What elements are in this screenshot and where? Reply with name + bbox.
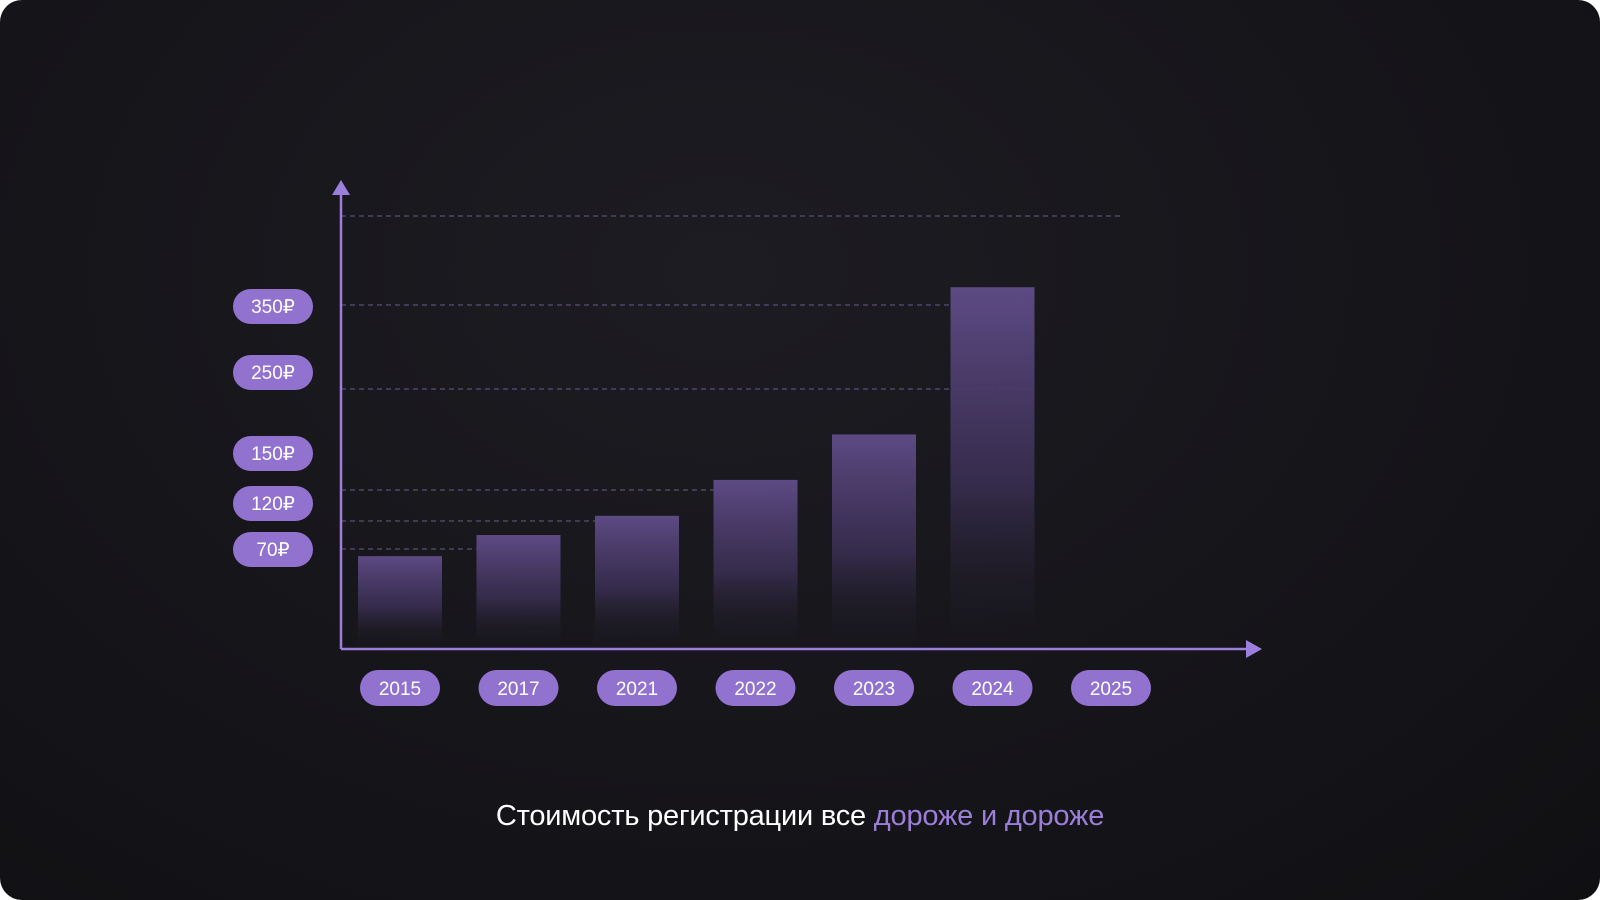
x-tick-pill: 2025: [1071, 670, 1151, 706]
y-tick-label: 350₽: [251, 297, 295, 318]
caption-accent-text: дороже и дороже: [873, 800, 1105, 832]
y-tick-label: 70₽: [256, 540, 289, 561]
bars: [358, 287, 1035, 649]
y-tick-labels: 70₽ 120₽ 150₽ 250₽ 350₽: [233, 289, 313, 567]
caption-text: Стоимость регистрации все: [495, 800, 874, 832]
x-tick-pill: 2023: [834, 670, 914, 706]
bar-2024: [950, 287, 1035, 649]
bar-2015: [358, 556, 442, 649]
x-tick-label: 2025: [1090, 679, 1132, 700]
y-tick-pill: 250₽: [233, 355, 313, 390]
y-tick-pill: 120₽: [233, 486, 313, 521]
x-tick-label: 2017: [497, 679, 539, 700]
x-tick-labels: 2015 2017 2021 2022 2023 2024 2025: [360, 670, 1151, 706]
y-tick-label: 120₽: [251, 494, 295, 515]
bar-2022: [713, 479, 798, 649]
x-tick-pill: 2015: [360, 670, 440, 706]
y-tick-pill: 150₽: [233, 436, 313, 471]
x-tick-pill: 2021: [597, 670, 677, 706]
x-tick-pill: 2022: [715, 670, 796, 706]
axes: [332, 180, 1262, 658]
x-tick-label: 2015: [379, 679, 421, 700]
y-tick-pill: 70₽: [233, 532, 313, 567]
chart-caption: Стоимость регистрации все дороже и дорож…: [0, 800, 1600, 833]
bar-2023: [832, 434, 916, 649]
x-tick-label: 2022: [734, 679, 776, 700]
x-tick-label: 2023: [853, 679, 895, 700]
y-tick-label: 250₽: [251, 363, 295, 384]
bar-2021: [595, 515, 679, 649]
x-tick-pill: 2017: [478, 670, 559, 706]
bar-2017: [476, 535, 561, 649]
y-tick-pill: 350₽: [233, 289, 313, 324]
y-axis-arrow: [332, 180, 350, 195]
x-axis-arrow: [1246, 640, 1262, 658]
x-tick-label: 2024: [971, 679, 1014, 700]
x-tick-pill: 2024: [952, 670, 1033, 706]
x-tick-label: 2021: [616, 679, 658, 700]
y-tick-label: 150₽: [251, 444, 295, 465]
